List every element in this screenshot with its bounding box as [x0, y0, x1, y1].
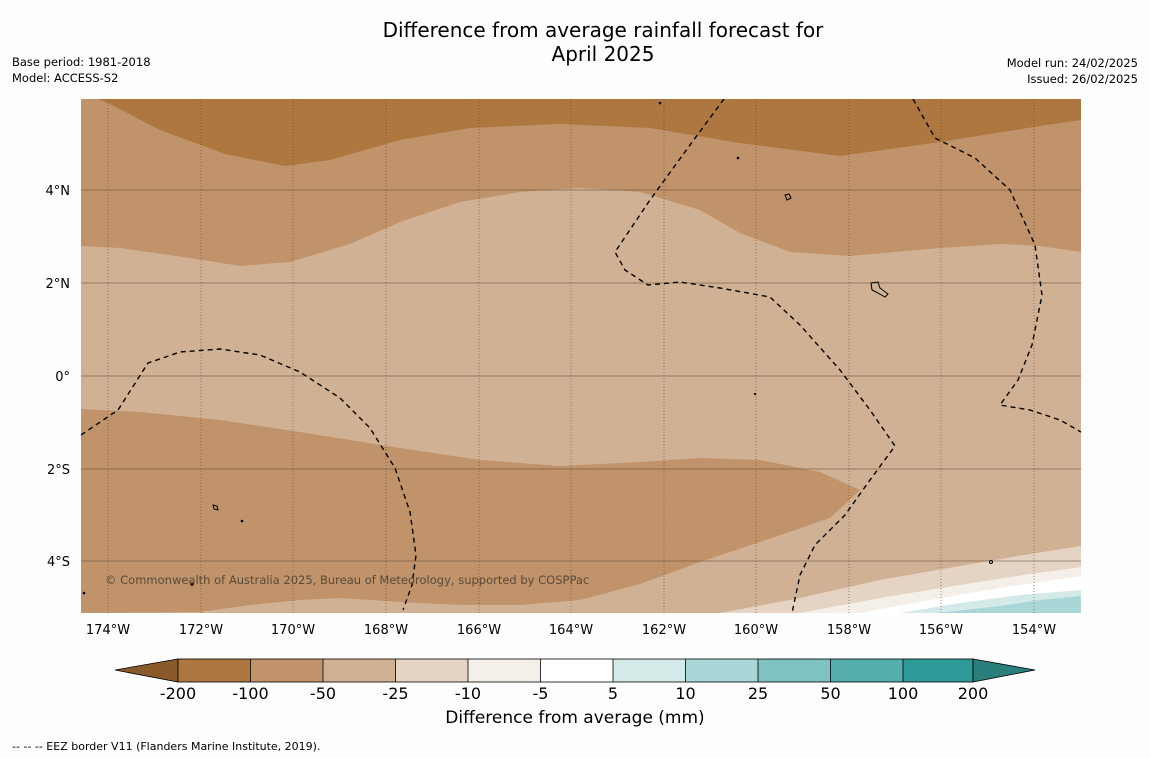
island	[784, 193, 792, 201]
colorbar-segment	[178, 659, 251, 682]
lon-label: 154°W	[1012, 623, 1056, 638]
island	[190, 582, 194, 586]
eez-footnote: -- -- -- EEZ border V11 (Flanders Marine…	[12, 740, 321, 753]
colorbar-segment	[685, 659, 758, 682]
lon-label: 174°W	[86, 623, 130, 638]
colorbar-tick: 5	[608, 684, 618, 703]
colorbar-tick: 10	[675, 684, 695, 703]
lon-label: 164°W	[549, 623, 593, 638]
colorbar-segment	[250, 659, 323, 682]
lat-label: 0°	[55, 370, 70, 385]
base-period: Base period: 1981-2018	[12, 55, 151, 69]
colorbar-segment	[323, 659, 396, 682]
colorbar-low-extend	[114, 658, 179, 683]
colorbar-tick: -5	[533, 684, 549, 703]
colorbar-segment	[540, 659, 613, 682]
model-name: Model: ACCESS-S2	[12, 70, 119, 85]
colorbar-segment	[468, 659, 541, 682]
lat-label: 2°N	[46, 277, 71, 292]
band-100-50	[81, 409, 860, 613]
colorbar-segment	[395, 659, 468, 682]
colorbar-segment	[758, 659, 831, 682]
lon-label: 170°W	[271, 623, 315, 638]
lon-label: 166°W	[457, 623, 501, 638]
lon-label: 168°W	[364, 623, 408, 638]
model-run: Model run: 24/02/2025	[1006, 56, 1138, 70]
lat-label: 4°N	[46, 184, 71, 199]
copyright-notice: © Commonwealth of Australia 2025, Bureau…	[105, 573, 589, 587]
latitude-labels: 4°N 2°N 0° 2°S 4°S	[46, 184, 71, 570]
island	[753, 392, 757, 396]
colorbar-segment	[613, 659, 686, 682]
island	[212, 504, 219, 511]
colorbar-tick: 50	[820, 684, 840, 703]
colorbar-tick: -25	[382, 684, 408, 703]
island	[736, 156, 740, 160]
lon-label: 172°W	[179, 623, 223, 638]
colorbar-tick: -100	[232, 684, 268, 703]
colorbar-tick: -200	[160, 684, 196, 703]
colorbar-tick: 200	[958, 684, 989, 703]
title-line-2: April 2025	[551, 42, 655, 66]
lon-label: 156°W	[919, 623, 963, 638]
island	[989, 560, 993, 564]
island	[240, 519, 244, 523]
islands	[82, 101, 993, 595]
colorbar-tick: 25	[748, 684, 768, 703]
map-panel: © Commonwealth of Australia 2025, Bureau…	[81, 99, 1081, 613]
lon-label: 162°W	[642, 623, 686, 638]
eez-border-tokelau	[81, 348, 417, 611]
lat-label: 2°S	[47, 463, 70, 478]
issued-date: Issued: 26/02/2025	[1027, 71, 1138, 86]
colorbar-tick: -10	[455, 684, 481, 703]
island	[870, 281, 889, 298]
colorbar: -200 -100 -50 -25 -10 -5 5 10 25 50 100 …	[114, 658, 1036, 703]
model-info: Base period: 1981-2018 Model: ACCESS-S2	[12, 55, 151, 86]
title-line-1: Difference from average rainfall forecas…	[382, 18, 824, 42]
island	[658, 101, 662, 105]
map-title: Difference from average rainfall forecas…	[0, 18, 1150, 66]
colorbar-tick: -50	[310, 684, 336, 703]
graticule	[81, 99, 1081, 613]
eez-borders	[81, 99, 1081, 613]
colorbar-high-extend	[972, 658, 1036, 683]
band-10-25	[940, 596, 1081, 613]
colorbar-segment	[903, 659, 973, 682]
colorbar-label: Difference from average (mm)	[445, 708, 705, 728]
longitude-labels: 174°W 172°W 170°W 168°W 166°W 164°W 162°…	[86, 623, 1056, 638]
colorbar-ticks: -200 -100 -50 -25 -10 -5 5 10 25 50 100 …	[160, 684, 988, 703]
colorbar-segment	[830, 659, 903, 682]
lon-label: 158°W	[827, 623, 871, 638]
run-info: Model run: 24/02/2025 Issued: 26/02/2025	[1007, 56, 1138, 87]
colorbar-tick: 100	[888, 684, 919, 703]
island	[82, 591, 86, 595]
eez-border-kiribati-center	[614, 99, 896, 613]
lat-label: 4°S	[47, 555, 70, 570]
eez-border-kiribati-east	[912, 99, 1081, 433]
lon-label: 160°W	[734, 623, 778, 638]
